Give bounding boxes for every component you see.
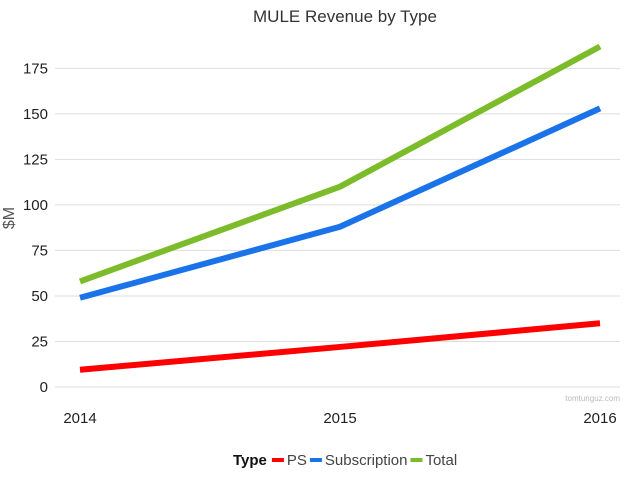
series-line-ps (79, 320, 601, 373)
watermark: tomtunguz.com (565, 394, 620, 403)
legend: Type PS Subscription Total (233, 452, 457, 469)
legend-label-ps: PS (287, 452, 307, 469)
legend-swatch-total (410, 458, 423, 462)
chart-title: MULE Revenue by Type (253, 7, 437, 26)
gridlines (55, 67, 620, 388)
legend-title: Type (233, 452, 267, 469)
legend-label-subscription: Subscription (325, 452, 408, 469)
y-tick-label: 100 (23, 197, 48, 214)
series-line-total (78, 43, 602, 285)
legend-swatch-subscription (309, 458, 322, 462)
y-tick-label: 25 (31, 333, 48, 350)
y-tick-label: 75 (31, 242, 48, 259)
x-tick-label: 2014 (63, 410, 96, 427)
y-tick-label: 50 (31, 288, 48, 305)
series-line-subscription (79, 105, 602, 301)
y-tick-label: 175 (23, 60, 48, 77)
y-tick-label: 0 (40, 379, 48, 396)
y-axis-ticks: 0 25 50 75 100 125 150 175 (23, 60, 48, 396)
series-lines (78, 43, 602, 373)
legend-swatch-ps (271, 458, 284, 462)
x-axis-ticks: 2014 2015 2016 (63, 410, 616, 427)
x-tick-label: 2015 (323, 410, 356, 427)
y-tick-label: 125 (23, 151, 48, 168)
x-tick-label: 2016 (583, 410, 616, 427)
y-axis-label: $M (1, 207, 18, 229)
legend-label-total: Total (425, 452, 457, 469)
y-tick-label: 150 (23, 106, 48, 123)
